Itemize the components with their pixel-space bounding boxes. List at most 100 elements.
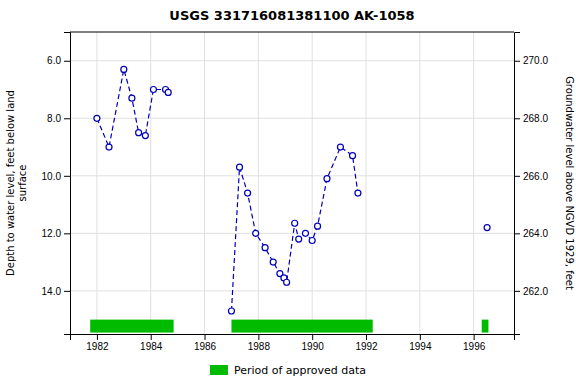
data-point xyxy=(129,95,135,101)
tick-label: 1990 xyxy=(302,341,325,352)
data-point xyxy=(302,230,308,236)
chart: 1982 1984 1986 1988 1990 1992 1994 1996 6.0 8.0 10… xyxy=(0,0,576,384)
data-point xyxy=(315,223,321,229)
frame-top xyxy=(70,32,514,33)
data-point xyxy=(237,164,243,170)
tick: 1988 xyxy=(248,334,271,352)
axis-line xyxy=(71,335,515,341)
tick-label: 6.0 xyxy=(47,55,61,66)
title: USGS 331716081381100 AK-1058 xyxy=(169,8,414,23)
grid-line-x xyxy=(473,32,474,334)
tick: 266.0 xyxy=(514,171,548,182)
data-point xyxy=(309,238,315,244)
tick: 268.0 xyxy=(514,113,548,124)
data-point xyxy=(245,190,251,196)
grid-line-x xyxy=(419,32,420,334)
legend-label: Period of approved data xyxy=(234,364,366,377)
tick-label: 12.0 xyxy=(42,228,62,239)
tick: 1982 xyxy=(86,334,109,352)
tick-mark xyxy=(514,118,520,119)
grid-line-x xyxy=(150,32,151,334)
approved-period-bar xyxy=(231,320,372,333)
tick: 12.0 xyxy=(42,228,70,239)
tick-label: 8.0 xyxy=(47,113,61,124)
tick-mark xyxy=(151,334,152,340)
tick-label: 10.0 xyxy=(42,171,62,182)
data-point xyxy=(350,153,356,159)
grid-line-y xyxy=(70,233,514,234)
tick: 1996 xyxy=(463,334,486,352)
plot-area xyxy=(90,66,490,332)
tick: 1984 xyxy=(140,334,163,352)
tick: 264.0 xyxy=(514,228,548,239)
tick-mark xyxy=(64,233,70,234)
data-point xyxy=(121,66,127,72)
grid-line-y xyxy=(70,118,514,119)
data-point xyxy=(355,190,361,196)
tick: 270.0 xyxy=(514,55,548,66)
tick-mark xyxy=(64,291,70,292)
tick-mark xyxy=(64,61,70,62)
data-point xyxy=(296,236,302,242)
tick-label: 1996 xyxy=(463,341,486,352)
data-point xyxy=(106,144,112,150)
tick-label: 266.0 xyxy=(523,171,548,182)
data-point xyxy=(94,115,100,121)
tick-mark xyxy=(205,334,206,340)
tick: 1992 xyxy=(355,334,378,352)
y-axis: 6.0 8.0 10.0 12.0 14.0 xyxy=(42,33,71,335)
tick-label: 264.0 xyxy=(523,228,548,239)
tick-mark xyxy=(514,176,520,177)
tick-mark xyxy=(258,334,259,340)
tick: 10.0 xyxy=(42,171,70,182)
tick-mark xyxy=(514,61,520,62)
grid-line-x xyxy=(366,32,367,334)
y2-axis: 270.0 268.0 266.0 264.0 262.0 xyxy=(514,33,548,335)
data-point xyxy=(284,279,290,285)
tick-label: 1984 xyxy=(140,341,163,352)
axis-line xyxy=(515,33,521,335)
tick-label: 270.0 xyxy=(523,55,548,66)
x-axis: 1982 1984 1986 1988 1990 1992 1994 1996 xyxy=(71,334,515,352)
tick-label: 1988 xyxy=(248,341,271,352)
grid-line-y xyxy=(70,175,514,176)
data-point xyxy=(253,230,259,236)
tick-label: 1982 xyxy=(86,341,109,352)
tick-label: 1992 xyxy=(355,341,378,352)
data-point xyxy=(270,259,276,265)
legend: Period of approved data xyxy=(210,364,366,377)
legend-item: Period of approved data xyxy=(210,364,366,377)
tick-label: 1994 xyxy=(409,341,432,352)
data-point xyxy=(337,144,343,150)
data-point xyxy=(165,89,171,95)
tick-label: 1986 xyxy=(194,341,217,352)
approved-period-bar xyxy=(482,320,489,333)
tick-label: 268.0 xyxy=(523,113,548,124)
y-axis-label: Depth to water level, feet below landsur… xyxy=(5,90,28,276)
tick-mark xyxy=(97,334,98,340)
data-point xyxy=(142,133,148,139)
tick: 1986 xyxy=(194,334,217,352)
grid xyxy=(70,32,514,334)
data-point xyxy=(292,220,298,226)
tick: 14.0 xyxy=(42,286,70,297)
data-point xyxy=(262,245,268,251)
tick: 262.0 xyxy=(514,286,548,297)
data-point xyxy=(324,176,330,182)
tick-mark xyxy=(514,233,520,234)
legend-swatch xyxy=(210,365,228,375)
tick-mark xyxy=(474,334,475,340)
data-point xyxy=(228,308,234,314)
grid-line-y xyxy=(70,290,514,291)
y2-axis-label: Groundwater level above NGVD 1929, feet xyxy=(564,76,575,290)
approved-period-bar xyxy=(90,320,173,333)
grid-line-x xyxy=(258,32,259,334)
data-point xyxy=(484,225,490,231)
tick: 1990 xyxy=(302,334,325,352)
grid-line-x xyxy=(96,32,97,334)
tick-mark xyxy=(312,334,313,340)
tick: 6.0 xyxy=(47,55,70,66)
tick: 8.0 xyxy=(47,113,70,124)
tick-mark xyxy=(366,334,367,340)
tick-label: 262.0 xyxy=(523,286,548,297)
